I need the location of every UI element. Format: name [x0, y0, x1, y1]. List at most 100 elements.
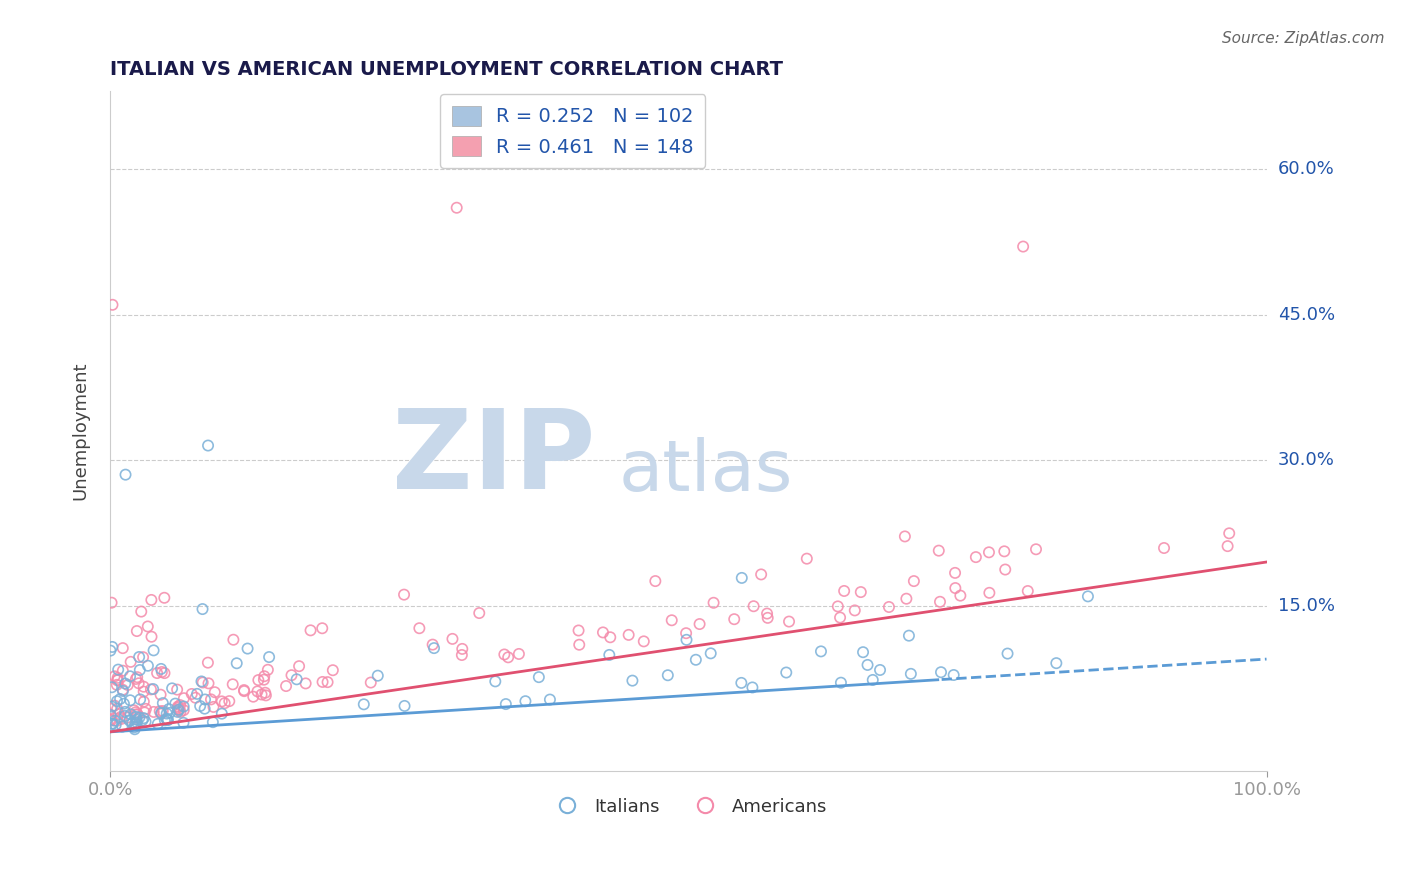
Point	[285, 673, 308, 687]
Point	[108, 692, 131, 706]
Point	[253, 669, 276, 683]
Point	[165, 697, 187, 711]
Point	[129, 692, 152, 706]
Point	[644, 574, 666, 588]
Point	[134, 706, 156, 720]
Point	[101, 680, 124, 694]
Point	[118, 714, 141, 728]
Point	[742, 599, 765, 614]
Point	[197, 656, 219, 670]
Point	[190, 674, 212, 689]
Point	[661, 613, 683, 627]
Point	[141, 593, 163, 607]
Point	[132, 711, 155, 725]
Point	[943, 566, 966, 580]
Point	[894, 529, 917, 543]
Point	[156, 712, 179, 726]
Point	[827, 599, 849, 614]
Point	[132, 650, 155, 665]
Point	[515, 694, 537, 708]
Point	[778, 615, 800, 629]
Point	[508, 647, 530, 661]
Point	[149, 704, 172, 718]
Point	[120, 655, 142, 669]
Point	[107, 673, 129, 687]
Point	[949, 589, 972, 603]
Point	[167, 699, 190, 714]
Point	[877, 599, 900, 614]
Point	[167, 703, 190, 717]
Point	[141, 630, 163, 644]
Point	[139, 682, 162, 697]
Point	[105, 714, 128, 728]
Point	[111, 641, 134, 656]
Point	[204, 685, 226, 699]
Point	[111, 684, 134, 698]
Point	[468, 606, 491, 620]
Point	[122, 720, 145, 734]
Point	[124, 716, 146, 731]
Point	[129, 605, 152, 619]
Point	[236, 641, 259, 656]
Point	[169, 698, 191, 712]
Point	[125, 710, 148, 724]
Point	[153, 666, 176, 681]
Point	[246, 684, 269, 698]
Point	[685, 653, 707, 667]
Point	[222, 632, 245, 647]
Point	[353, 698, 375, 712]
Legend: Italians, Americans: Italians, Americans	[541, 790, 835, 822]
Point	[965, 550, 987, 565]
Point	[169, 702, 191, 716]
Point	[257, 663, 280, 677]
Point	[166, 682, 188, 697]
Point	[128, 710, 150, 724]
Point	[127, 707, 149, 722]
Point	[257, 650, 280, 665]
Point	[977, 545, 1000, 559]
Point	[422, 638, 444, 652]
Point	[862, 673, 884, 687]
Point	[450, 648, 472, 662]
Point	[132, 695, 155, 709]
Point	[152, 696, 174, 710]
Point	[568, 638, 591, 652]
Point	[114, 467, 136, 482]
Point	[131, 714, 153, 728]
Point	[197, 438, 219, 452]
Point	[254, 686, 277, 700]
Point	[150, 662, 173, 676]
Text: 45.0%: 45.0%	[1278, 305, 1334, 324]
Point	[392, 588, 415, 602]
Point	[194, 692, 217, 706]
Point	[311, 621, 333, 635]
Point	[592, 625, 614, 640]
Point	[675, 632, 697, 647]
Point	[408, 621, 430, 635]
Point	[233, 684, 256, 698]
Point	[496, 650, 519, 665]
Point	[367, 668, 389, 682]
Point	[186, 687, 208, 701]
Point	[101, 640, 124, 654]
Point	[896, 591, 918, 606]
Point	[104, 714, 127, 728]
Point	[1077, 590, 1099, 604]
Point	[125, 672, 148, 686]
Point	[100, 702, 122, 716]
Point	[135, 702, 157, 716]
Point	[105, 678, 128, 692]
Point	[929, 665, 952, 680]
Point	[120, 693, 142, 707]
Point	[1012, 239, 1035, 253]
Point	[114, 705, 136, 719]
Point	[125, 715, 148, 730]
Point	[900, 666, 922, 681]
Point	[98, 713, 121, 727]
Point	[104, 718, 127, 732]
Point	[211, 694, 233, 708]
Point	[311, 675, 333, 690]
Point	[749, 567, 772, 582]
Point	[107, 663, 129, 677]
Point	[114, 676, 136, 690]
